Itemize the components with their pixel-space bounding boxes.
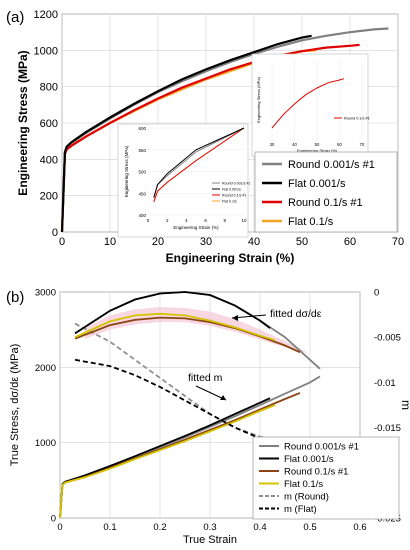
x-tick-label-b: 0.5 — [303, 522, 316, 533]
x-tick-label-a: 0 — [59, 236, 65, 248]
inset-1-y-tick: 600 — [138, 126, 146, 131]
inset-1-y-tick: 400 — [138, 213, 146, 218]
series-line-a — [60, 43, 360, 233]
x-tick-label-a: 40 — [248, 236, 260, 248]
legend-b-label: m (Flat) — [284, 504, 317, 515]
panel-label-b: (b) — [6, 289, 24, 306]
arrowhead — [220, 395, 226, 400]
inset-1-legend-label: Flat 0.001/s — [222, 188, 241, 192]
x-tick-label-b: 0.3 — [203, 522, 216, 533]
y2-tick-label-b: -0.015 — [374, 423, 401, 434]
legend-b-label: Flat 0.1/s — [284, 479, 323, 490]
inset-1-legend-label: Flat 0.1/s — [222, 200, 237, 204]
inset-2-x-tick: 50 — [315, 142, 320, 147]
x-tick-label-a: 50 — [296, 236, 308, 248]
x-tick-label-b: 0 — [57, 522, 62, 533]
inset-2-x-label: Engineering Strain (%) — [297, 148, 338, 153]
y-axis-label-b: True Stress, dσ/dε (MPa) — [9, 344, 21, 467]
y-tick-label-b: 1000 — [35, 438, 56, 449]
series-line-a — [60, 34, 312, 233]
x-tick-label-a: 10 — [104, 236, 116, 248]
inset-1-legend-label: Round 0.1/s #1 — [222, 194, 246, 198]
panel-label-a: (a) — [6, 9, 24, 26]
series-line-b — [74, 358, 271, 443]
y-tick-label-a: 600 — [40, 118, 58, 130]
y-tick-label-a: 1000 — [34, 45, 58, 57]
y-tick-label-a: 400 — [40, 154, 58, 166]
series-line-b — [74, 316, 301, 354]
y-axis-label-a: Engineering Stress (MPa) — [16, 50, 30, 195]
inset-2-x-tick: 60 — [337, 142, 342, 147]
inset-1-y-tick: 500 — [138, 170, 146, 175]
inset-2-line — [271, 78, 345, 129]
inset-1-line — [153, 127, 245, 198]
y2-tick-label-b: -0.01 — [374, 378, 396, 389]
y2-tick-label-b: 0 — [374, 288, 379, 299]
series-line-b — [74, 312, 276, 342]
legend-b-label: Round 0.1/s #1 — [284, 467, 348, 478]
inset-1-x-tick: 0 — [147, 218, 150, 223]
y-tick-label-a: 800 — [40, 82, 58, 94]
legend-b — [252, 436, 400, 520]
inset-1-y-tick: 450 — [138, 191, 146, 196]
x-tick-label-a: 70 — [392, 236, 404, 248]
y-tick-label-a: 1200 — [34, 9, 58, 21]
annotation-fitted-dsigma: fitted dσ/dε — [270, 308, 322, 320]
y2-axis-label-b: m — [399, 400, 410, 410]
y-tick-label-a: 0 — [52, 227, 58, 239]
inset-2-y-label: Engineering Stress (MPa) — [256, 76, 261, 122]
legend-a-label: Flat 0.1/s — [288, 216, 334, 228]
legend-b-label: Round 0.001/s #1 — [284, 442, 359, 453]
series-line-b — [74, 291, 271, 335]
annotation-arrow — [195, 385, 227, 401]
inset-1-x-tick: 2 — [166, 218, 169, 223]
legend-a-label: Flat 0.001/s — [288, 178, 346, 190]
x-tick-label-b: 0.4 — [253, 522, 266, 533]
inset-1-y-label: Engineering Stress (MPa) — [124, 145, 129, 197]
arrowhead — [232, 315, 238, 321]
x-axis-label-a: Engineering Strain (%) — [166, 251, 295, 265]
x-tick-label-a: 30 — [200, 236, 212, 248]
inset-1-x-label: Engineering Strain (%) — [173, 225, 219, 230]
inset-2-x-tick: 30 — [270, 142, 275, 147]
inset-1-y-tick: 550 — [138, 148, 146, 153]
inset-1-legend-label: Round 0.001/s #1 — [222, 182, 250, 186]
inset-1-x-tick: 6 — [204, 218, 207, 223]
legend-a-label: Round 0.1/s #1 — [288, 197, 363, 209]
legend-b-label: Flat 0.001/s — [284, 454, 334, 465]
legend-a — [254, 151, 398, 233]
annotation-fitted-m: fitted m — [188, 372, 223, 384]
inset-2-legend-label: Round 0.1/s #1 — [344, 117, 370, 121]
y-tick-label-b: 0 — [51, 514, 56, 525]
x-tick-label-a: 60 — [344, 236, 356, 248]
inset-2-x-tick: 40 — [292, 142, 297, 147]
inset-1-line — [153, 127, 245, 203]
series-line-b — [59, 404, 276, 519]
inset-1-x-tick: 4 — [185, 218, 188, 223]
inset-2-frame — [251, 53, 369, 157]
inset-2-x-tick: 70 — [360, 142, 365, 147]
series-line-b — [74, 322, 301, 444]
x-tick-label-b: 0.2 — [153, 522, 166, 533]
x-tick-label-a: 20 — [152, 236, 164, 248]
legend-b-label: m (Round) — [284, 492, 329, 503]
y-tick-label-b: 2000 — [35, 363, 56, 374]
x-tick-label-b: 0.1 — [103, 522, 116, 533]
x-tick-label-b: 0.6 — [353, 522, 366, 533]
inset-1-x-tick: 8 — [224, 218, 227, 223]
y-tick-label-b: 3000 — [35, 288, 56, 299]
inset-1-frame — [117, 123, 249, 238]
y2-tick-label-b: -0.005 — [374, 333, 401, 344]
inset-1-x-tick: 10 — [241, 218, 247, 223]
y-tick-label-a: 200 — [40, 191, 58, 203]
x-axis-label-b: True Strain — [183, 534, 237, 546]
legend-a-label: Round 0.001/s #1 — [288, 159, 375, 171]
